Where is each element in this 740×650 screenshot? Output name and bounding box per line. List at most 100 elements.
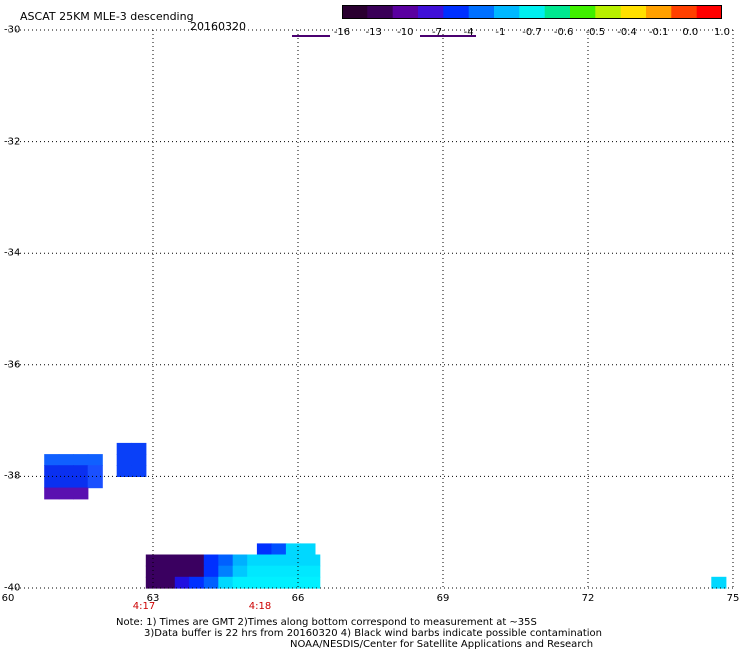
longitude-tick-label: 63 <box>146 593 160 604</box>
data-cell <box>276 576 292 589</box>
data-cell <box>232 576 248 589</box>
data-cell <box>131 454 147 466</box>
data-cell <box>73 465 89 477</box>
data-cell <box>160 565 176 578</box>
longitude-tick-label: 66 <box>291 593 305 604</box>
data-cell <box>711 576 727 589</box>
data-cell <box>87 476 103 489</box>
colorbar-tick-label: -16 <box>333 27 351 38</box>
data-cell <box>174 554 190 567</box>
colorbar-tick-label: -4 <box>463 27 474 38</box>
data-cell <box>131 465 147 477</box>
data-cell <box>300 543 316 556</box>
data-cell <box>305 576 321 589</box>
latitude-tick-label: -34 <box>4 247 21 259</box>
colorbar-segment <box>367 5 394 19</box>
colorbar-segment <box>544 5 571 19</box>
time-label-2: 4:18 <box>248 601 272 612</box>
colorbar-segment <box>443 5 470 19</box>
colorbar-segment <box>671 5 698 19</box>
data-cell <box>305 554 321 567</box>
data-cell <box>189 554 205 567</box>
colorbar-border <box>342 5 722 19</box>
data-cell <box>131 442 147 455</box>
colorbar-segment <box>392 5 419 19</box>
colorbar-tick-label: -1 <box>495 27 506 38</box>
data-cell <box>218 565 234 578</box>
data-cell <box>116 465 132 477</box>
colorbar-segment <box>418 5 444 19</box>
data-cell <box>247 554 263 567</box>
data-cell <box>203 554 219 567</box>
data-cell <box>44 476 60 489</box>
data-cell <box>276 565 292 578</box>
colorbar-tick-label: -13 <box>365 27 382 38</box>
colorbar-tick-label: -0.7 <box>522 27 542 38</box>
data-cell <box>189 565 205 578</box>
data-cell <box>145 565 161 578</box>
colorbar-tick-label: -0.6 <box>553 27 574 38</box>
colorbar <box>342 5 722 19</box>
data-cell <box>73 476 89 489</box>
data-cell <box>247 565 263 578</box>
note-line-1: Note: 1) Times are GMT 2)Times along bot… <box>116 617 537 628</box>
colorbar-segment <box>696 5 722 19</box>
data-cell <box>73 454 89 466</box>
data-cell <box>261 576 277 589</box>
colorbar-tick-label: -10 <box>397 27 414 38</box>
date-label: 20160320 <box>190 20 246 33</box>
data-cell <box>44 454 60 466</box>
colorbar-segment <box>519 5 546 19</box>
colorbar-segment <box>620 5 647 19</box>
colorbar-tick-label: 1.0 <box>714 27 730 38</box>
longitude-tick-label: 60 <box>1 593 15 604</box>
data-cell <box>256 543 272 556</box>
data-cell <box>58 454 74 466</box>
colorbar-tick-label: -0.1 <box>648 27 669 38</box>
data-cell <box>232 565 248 578</box>
data-cell <box>174 576 190 589</box>
data-cell <box>160 554 176 567</box>
data-cell <box>58 465 74 477</box>
colorbar-segment <box>595 5 622 19</box>
colorbar-segment <box>646 5 672 19</box>
data-cell <box>203 576 219 589</box>
data-cell <box>160 576 176 589</box>
colorbar-segment <box>342 5 368 19</box>
colorbar-segment <box>494 5 520 19</box>
data-cell <box>290 565 306 578</box>
data-cell <box>203 565 219 578</box>
data-cell <box>87 465 103 477</box>
data-cell <box>58 487 74 500</box>
colorbar-tick-label: -0.4 <box>617 27 637 38</box>
latitude-tick-label: -36 <box>4 359 21 371</box>
data-cell <box>276 554 292 567</box>
time-label-1: 4:17 <box>132 601 156 612</box>
data-cell <box>44 487 60 500</box>
data-cell <box>116 442 132 455</box>
data-cell <box>232 554 248 567</box>
latitude-tick-label: -32 <box>4 136 21 148</box>
data-cell <box>247 576 263 589</box>
data-cell <box>290 554 306 567</box>
data-cell <box>218 576 234 589</box>
data-cell <box>189 576 205 589</box>
latitude-tick-label: -38 <box>4 470 21 482</box>
data-cell <box>261 554 277 567</box>
note-line-3: NOAA/NESDIS/Center for Satellite Applica… <box>290 639 594 650</box>
longitude-tick-label: 72 <box>581 593 595 604</box>
colorbar-tick-label: -7 <box>432 27 442 38</box>
data-cell <box>116 454 132 466</box>
data-cell <box>218 554 234 567</box>
data-cell <box>73 487 89 500</box>
data-cell <box>145 554 161 567</box>
data-cell <box>271 543 287 556</box>
note-line-2: 3)Data buffer is 22 hrs from 20160320 4)… <box>144 628 602 639</box>
colorbar-segment <box>468 5 495 19</box>
product-title: ASCAT 25KM MLE-3 descending <box>20 10 194 23</box>
colorbar-segment <box>570 5 596 19</box>
latitude-tick-label: -30 <box>4 24 21 36</box>
data-cell <box>174 565 190 578</box>
latitude-tick-label: -40 <box>4 582 21 594</box>
